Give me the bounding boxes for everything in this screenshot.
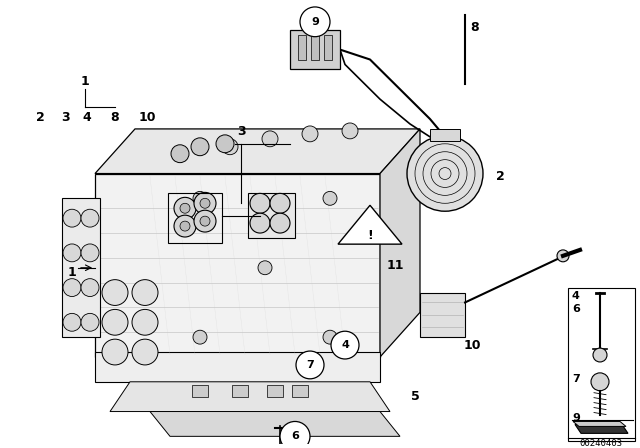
Circle shape [194,210,216,232]
Circle shape [81,313,99,331]
Circle shape [250,213,270,233]
Bar [311,34,319,60]
Polygon shape [338,205,402,244]
Bar [192,385,208,396]
Circle shape [331,331,359,359]
Text: 4: 4 [341,340,349,350]
Circle shape [302,126,318,142]
Polygon shape [95,173,380,357]
Text: 1: 1 [68,266,76,279]
Text: 10: 10 [138,111,156,124]
Circle shape [222,139,238,155]
Circle shape [194,192,216,214]
Circle shape [132,280,158,306]
Circle shape [200,198,210,208]
Circle shape [191,138,209,156]
Text: 3: 3 [237,125,245,138]
Polygon shape [95,352,380,382]
Circle shape [270,194,290,213]
Text: 8: 8 [470,21,479,34]
Circle shape [102,280,128,306]
Circle shape [180,203,190,213]
Circle shape [132,310,158,335]
Circle shape [63,209,81,227]
Circle shape [200,216,210,226]
Circle shape [342,123,358,139]
Circle shape [63,279,81,297]
Polygon shape [430,129,460,141]
Circle shape [407,136,483,211]
Circle shape [296,351,324,379]
Polygon shape [248,194,295,238]
Polygon shape [62,198,100,337]
Bar [232,385,248,396]
Circle shape [81,279,99,297]
Circle shape [63,244,81,262]
Text: 5: 5 [411,390,419,403]
Polygon shape [573,422,626,426]
Polygon shape [380,129,420,357]
Text: 2: 2 [36,111,44,124]
Circle shape [193,191,207,205]
Circle shape [323,330,337,344]
Circle shape [63,313,81,331]
Text: 8: 8 [111,111,119,124]
Circle shape [132,339,158,365]
Polygon shape [290,30,340,69]
Text: 4: 4 [83,111,92,124]
Text: 4: 4 [572,290,580,301]
Circle shape [216,135,234,153]
Polygon shape [110,382,390,412]
Circle shape [270,213,290,233]
Circle shape [593,348,607,362]
Bar [267,385,283,396]
Circle shape [591,373,609,391]
Circle shape [81,209,99,227]
Circle shape [174,197,196,219]
Text: 3: 3 [61,111,69,124]
Circle shape [262,131,278,147]
Text: 6: 6 [572,304,580,314]
Text: 10: 10 [463,339,481,352]
Text: 00240403: 00240403 [579,439,623,448]
Polygon shape [420,293,465,337]
Circle shape [193,330,207,344]
Text: !: ! [367,228,373,241]
Text: 2: 2 [495,170,504,183]
Circle shape [174,215,196,237]
Circle shape [300,7,330,37]
Text: 9: 9 [572,414,580,423]
Text: 9: 9 [311,17,319,27]
Circle shape [258,261,272,275]
Bar [298,34,306,60]
Text: 7: 7 [306,360,314,370]
Circle shape [250,194,270,213]
Circle shape [81,244,99,262]
Text: 7: 7 [572,374,580,384]
Circle shape [323,191,337,205]
Circle shape [180,221,190,231]
Circle shape [102,310,128,335]
Text: 1: 1 [81,75,90,88]
Bar [292,385,308,396]
Text: 6: 6 [291,431,299,441]
Text: 11: 11 [387,259,404,272]
Bar [324,34,332,60]
Polygon shape [575,424,628,433]
Polygon shape [95,129,420,173]
Circle shape [280,422,310,448]
Circle shape [557,250,569,262]
Polygon shape [150,412,400,436]
Circle shape [171,145,189,163]
Circle shape [102,339,128,365]
